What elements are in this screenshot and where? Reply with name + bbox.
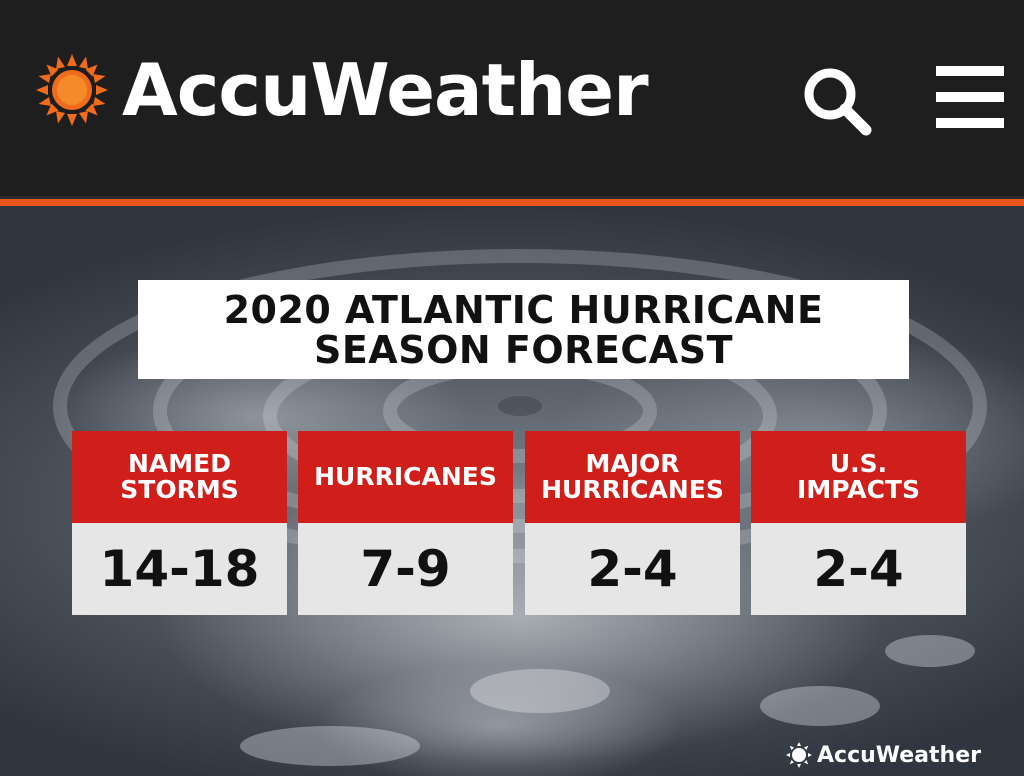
watermark-text: AccuWeather [817, 742, 981, 768]
stat-label-line1: U.S. [829, 449, 888, 478]
stat-card-label: MAJOR HURRICANES [525, 431, 740, 523]
stat-card-hurricanes: HURRICANES 7-9 [298, 431, 513, 615]
stat-card-value: 7-9 [298, 523, 513, 615]
brand-accent-divider [0, 199, 1024, 206]
stat-card-value: 2-4 [751, 523, 966, 615]
stat-card-named-storms: NAMED STORMS 14-18 [72, 431, 287, 615]
stat-card-value: 2-4 [525, 523, 740, 615]
stat-card-label: NAMED STORMS [72, 431, 287, 523]
hamburger-menu-icon[interactable] [936, 66, 1006, 128]
forecast-title: 2020 ATLANTIC HURRICANE SEASON FORECAST [224, 290, 824, 370]
stat-label-line1: NAMED [128, 449, 231, 478]
accuweather-watermark: AccuWeather [785, 740, 981, 770]
sun-logo-icon[interactable] [34, 52, 110, 128]
sun-watermark-icon [786, 742, 812, 768]
forecast-title-line1: 2020 ATLANTIC HURRICANE [223, 287, 824, 332]
stat-label-line2: HURRICANES [541, 475, 724, 504]
stat-label-line1: HURRICANES [314, 462, 497, 491]
top-navigation-bar: AccuWeather [0, 0, 1024, 199]
stat-card-label: U.S. IMPACTS [751, 431, 966, 523]
stat-card-label: HURRICANES [298, 431, 513, 523]
brand-name[interactable]: AccuWeather [122, 48, 649, 132]
stat-card-us-impacts: U.S. IMPACTS 2-4 [751, 431, 966, 615]
search-icon[interactable] [800, 64, 874, 138]
stat-label-line1: MAJOR [585, 449, 680, 478]
forecast-title-box: 2020 ATLANTIC HURRICANE SEASON FORECAST [138, 280, 909, 379]
stat-card-value: 14-18 [72, 523, 287, 615]
forecast-title-line2: SEASON FORECAST [313, 327, 733, 372]
stat-card-major-hurricanes: MAJOR HURRICANES 2-4 [525, 431, 740, 615]
stat-label-line2: STORMS [120, 475, 239, 504]
stat-label-line2: IMPACTS [797, 475, 920, 504]
